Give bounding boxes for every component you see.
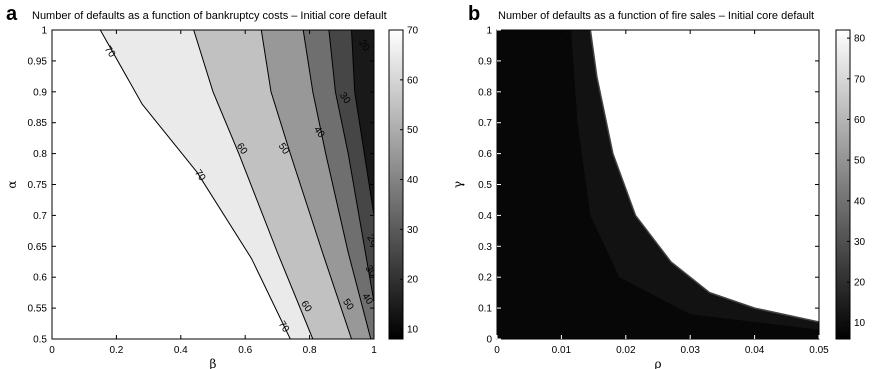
- y-tick-label: 1: [41, 26, 47, 37]
- y-tick-label: 1: [486, 26, 492, 37]
- region-boundary: [589, 30, 819, 323]
- panel-a-letter: a: [6, 3, 18, 25]
- colorbar-tick-label: 50: [407, 125, 419, 136]
- colorbar-tick-label: 10: [407, 325, 419, 336]
- colorbar-tick-label: 30: [854, 237, 866, 248]
- y-tick-label: 0.1: [478, 304, 492, 315]
- colorbar-tick-label: 60: [407, 75, 419, 86]
- x-tick-label: 0.04: [745, 345, 765, 356]
- low-default-region: [497, 30, 819, 339]
- y-tick-label: 0.9: [478, 56, 492, 67]
- x-tick-label: 1: [371, 345, 377, 356]
- y-tick-label: 0.6: [478, 149, 492, 160]
- x-tick-label: 0.6: [238, 345, 252, 356]
- y-tick-label: 0.9: [33, 87, 47, 98]
- contour-label: 30: [363, 264, 379, 280]
- high-default-region: [590, 30, 819, 323]
- contour-line-50: [260, 30, 352, 339]
- region-below-20: [351, 30, 374, 216]
- contour-line-60: [193, 30, 314, 339]
- y-tick-label: 0.8: [478, 87, 492, 98]
- y-tick-label: 0.65: [28, 242, 48, 253]
- colorbar-tick-label: 20: [407, 275, 419, 286]
- colorbar: [388, 29, 404, 340]
- x-tick-label: 0.8: [303, 345, 317, 356]
- y-tick-label: 0.6: [33, 273, 47, 284]
- panel-b-title: Number of defaults as a function of fire…: [498, 10, 815, 22]
- contour-line-40: [302, 30, 372, 339]
- colorbar-tick-label: 30: [407, 225, 419, 236]
- y-tick-label: 0.75: [28, 180, 48, 191]
- x-tick-label: 0: [494, 345, 500, 356]
- x-tick-label: 0.02: [616, 345, 636, 356]
- y-axis-label: γ: [451, 181, 465, 188]
- y-tick-label: 0.5: [33, 335, 47, 346]
- colorbar-tick-label: 60: [854, 115, 866, 126]
- y-tick-label: 0.8: [33, 149, 47, 160]
- x-tick-label: 0.2: [109, 345, 123, 356]
- contour-line-70: [99, 30, 291, 339]
- y-tick-label: 0.7: [33, 211, 47, 222]
- x-tick-label: 0.4: [174, 345, 188, 356]
- x-axis-label: ρ: [654, 357, 661, 369]
- x-axis-label: β: [210, 357, 217, 369]
- colorbar-tick-label: 20: [854, 278, 866, 289]
- y-tick-label: 0.3: [478, 242, 492, 253]
- panel-a-title: Number of defaults as a function of bank…: [32, 10, 387, 22]
- x-tick-label: 0.05: [809, 345, 829, 356]
- colorbar-tick-label: 80: [854, 34, 866, 45]
- y-tick-label: 0.2: [478, 273, 492, 284]
- y-tick-label: 0.5: [478, 180, 492, 191]
- colorbar-tick-label: 40: [407, 175, 419, 186]
- contour-label: 20: [364, 233, 380, 249]
- colorbar-tick-label: 40: [854, 196, 866, 207]
- y-axis-label: α: [5, 180, 19, 188]
- y-tick-label: 0: [486, 335, 492, 346]
- contour-line-20: [351, 30, 374, 216]
- x-tick-label: 0.01: [552, 345, 572, 356]
- y-tick-label: 0.4: [478, 211, 492, 222]
- panel-b-plot: 0 0.01 0.02 0.03 0.04 0.05 0 0.1 0.2 0.3 0.4 0.5 0.6…: [451, 26, 866, 369]
- contour-line-30: [328, 30, 374, 302]
- panel-b-fill: [497, 30, 819, 339]
- y-tick-label: 0.7: [478, 118, 492, 129]
- x-tick-label: 0.03: [680, 345, 700, 356]
- colorbar-tick-label: 70: [407, 26, 419, 37]
- y-tick-label: 0.95: [28, 56, 48, 67]
- colorbar-tick-label: 10: [854, 318, 866, 329]
- y-tick-label: 0.55: [28, 304, 48, 315]
- y-tick-label: 0.85: [28, 118, 48, 129]
- colorbar: [835, 29, 851, 340]
- x-tick-label: 0: [49, 345, 55, 356]
- colorbar-tick-label: 70: [854, 74, 866, 85]
- panel-b-letter: b: [468, 3, 481, 25]
- colorbar-tick-label: 50: [854, 156, 866, 167]
